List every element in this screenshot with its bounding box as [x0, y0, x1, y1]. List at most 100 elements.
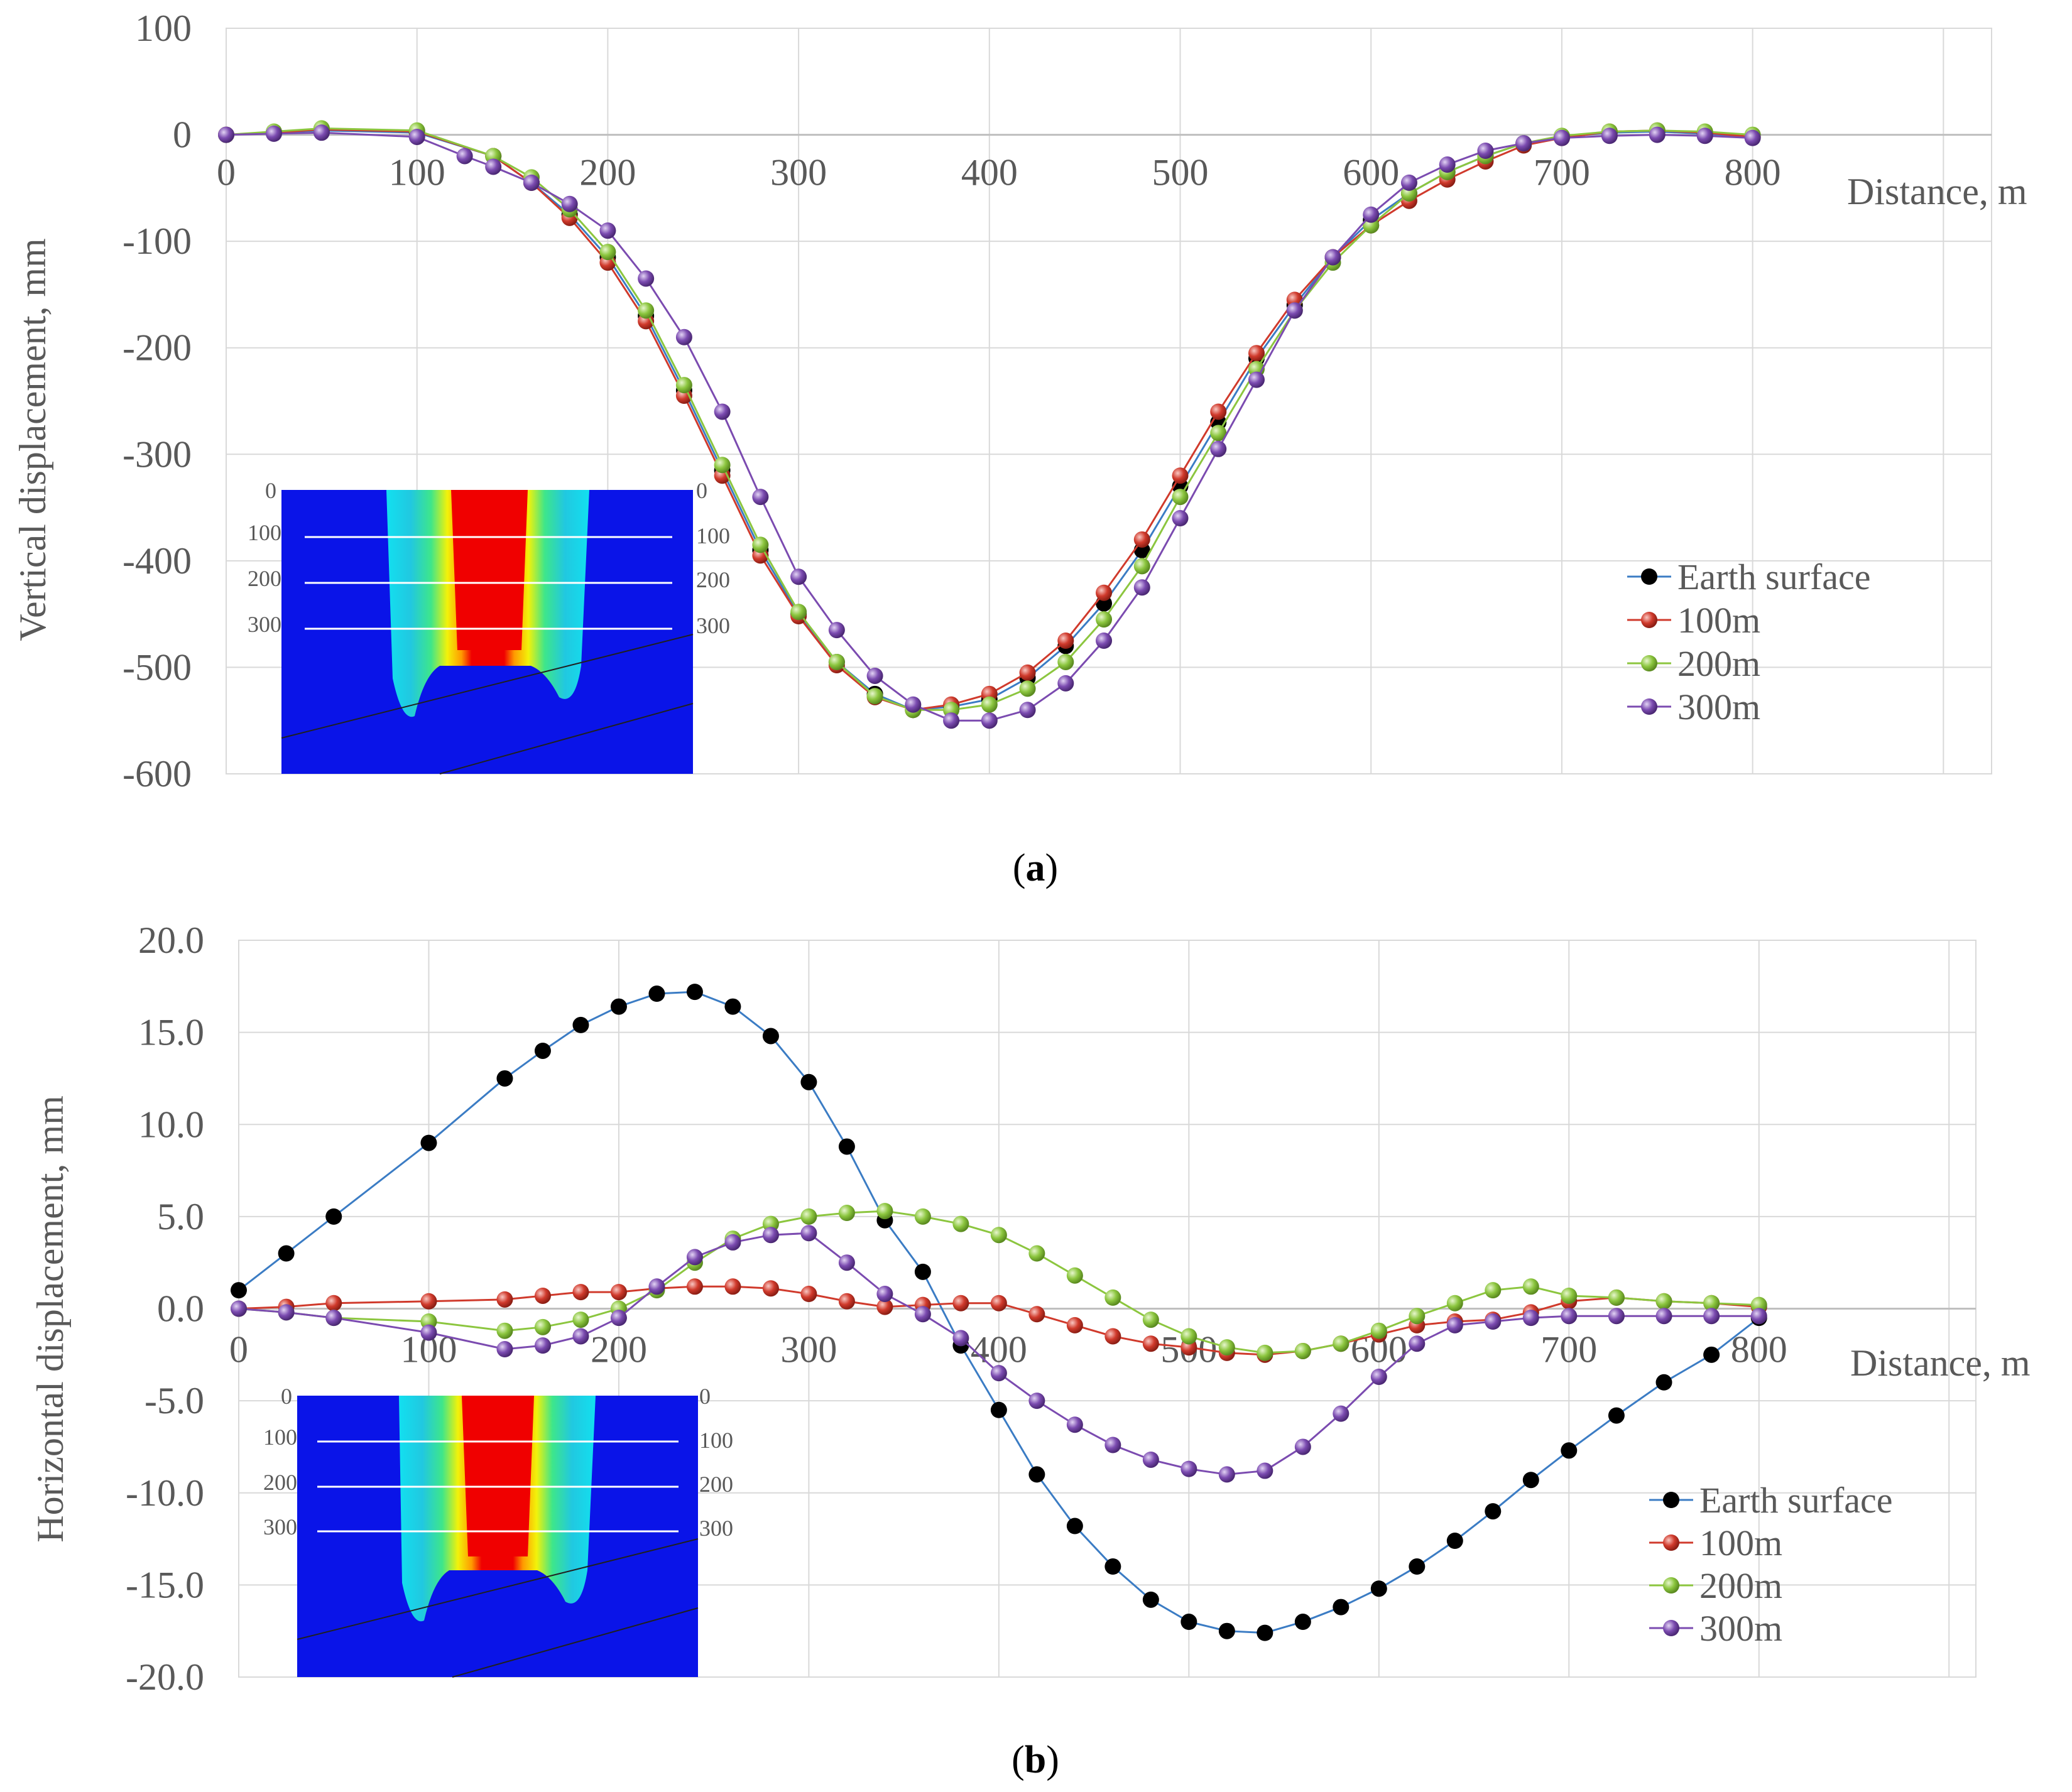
data-point — [496, 1070, 513, 1087]
data-point — [1608, 1289, 1625, 1306]
legend-label: Earth surface — [1699, 1480, 1893, 1521]
data-point — [325, 1208, 342, 1225]
data-point — [1172, 510, 1189, 527]
data-point — [1561, 1287, 1578, 1304]
data-point — [800, 1208, 817, 1225]
data-point — [1409, 1308, 1426, 1325]
data-point — [990, 1365, 1007, 1382]
data-point — [420, 1293, 437, 1310]
x-tick-labels: 0 100 200 300 400 500 600 700 800 — [229, 1329, 1787, 1371]
data-point — [1180, 1614, 1197, 1631]
data-point — [762, 1028, 779, 1045]
y-tick-label: 100 — [135, 8, 192, 49]
data-point — [1066, 1267, 1083, 1284]
inset-contour-image: 0 100 200 300 0 100 200 300 — [263, 1384, 733, 1678]
panel-label-b: (b) — [1011, 1739, 1059, 1781]
data-point — [1655, 1293, 1672, 1310]
data-point — [610, 1284, 627, 1301]
data-point — [1608, 1308, 1625, 1325]
data-point — [790, 604, 807, 621]
data-point — [1363, 206, 1380, 223]
data-point — [1446, 1295, 1463, 1311]
legend-item: 100m — [1649, 1523, 1782, 1563]
data-point — [905, 696, 922, 713]
y-tick-label: -300 — [123, 433, 192, 475]
data-point — [1485, 1282, 1502, 1299]
data-point — [599, 222, 616, 239]
data-point — [724, 998, 741, 1015]
data-point — [218, 126, 234, 143]
data-point — [1210, 440, 1227, 457]
data-point — [1696, 128, 1713, 144]
data-point — [752, 536, 769, 553]
data-point — [714, 403, 731, 420]
data-point — [876, 1298, 893, 1315]
data-point — [686, 984, 703, 1001]
data-point — [1744, 129, 1761, 146]
data-point — [838, 1138, 855, 1155]
data-point — [790, 568, 807, 585]
data-point — [325, 1310, 342, 1327]
data-point — [1485, 1313, 1502, 1330]
data-point — [231, 1282, 247, 1299]
data-point — [456, 148, 473, 165]
data-point — [231, 1300, 247, 1317]
data-point — [561, 195, 578, 212]
y-tick-label: 0 — [173, 114, 192, 156]
data-point — [1218, 1466, 1235, 1483]
data-point — [1703, 1346, 1720, 1363]
data-point — [1019, 680, 1036, 697]
data-point — [990, 1401, 1007, 1418]
x-tick-label: 200 — [591, 1329, 647, 1371]
data-point — [1172, 489, 1189, 506]
data-point — [610, 1310, 627, 1327]
series-layer — [231, 984, 1767, 1641]
data-point — [638, 270, 655, 287]
y-tick-labels: 100 0 -100 -200 -300 -400 -500 -600 — [123, 8, 192, 795]
data-point — [534, 1337, 551, 1354]
data-point — [572, 1328, 589, 1345]
data-point — [1096, 633, 1113, 649]
data-point — [914, 1306, 931, 1323]
series-layer — [218, 120, 1761, 729]
data-point — [943, 712, 960, 729]
data-point — [1019, 702, 1036, 719]
data-point — [1218, 1622, 1235, 1639]
data-point — [1057, 653, 1074, 670]
y-tick-label: 15.0 — [138, 1012, 204, 1053]
data-point — [762, 1280, 779, 1297]
x-tick-label: 100 — [389, 152, 445, 193]
inset-depth-label: 200 — [699, 1472, 733, 1497]
data-point — [1104, 1289, 1121, 1306]
x-tick-label: 600 — [1343, 152, 1399, 193]
data-point — [1655, 1308, 1672, 1325]
data-point — [485, 158, 502, 175]
x-tick-label: 700 — [1534, 152, 1590, 193]
inset-depth-label: 0 — [699, 1384, 711, 1409]
data-point — [496, 1291, 513, 1308]
data-point — [1608, 1407, 1625, 1424]
y-tick-label: -20.0 — [126, 1656, 204, 1698]
data-point — [1294, 1438, 1311, 1455]
y-tick-label: -400 — [123, 540, 192, 582]
data-point — [1257, 1624, 1273, 1641]
inset-depth-label: 200 — [696, 567, 730, 592]
legend-item: 300m — [1649, 1608, 1782, 1649]
data-point — [1655, 1374, 1672, 1391]
data-point — [1210, 403, 1227, 420]
data-point — [1066, 1416, 1083, 1433]
data-point — [981, 712, 998, 729]
data-point — [1553, 129, 1570, 146]
data-point — [1172, 467, 1189, 484]
data-point — [1028, 1393, 1045, 1409]
legend: Earth surface 100m 200m 300m — [1627, 557, 1871, 727]
data-point — [1180, 1460, 1197, 1477]
data-point — [714, 457, 731, 474]
legend-label: 100m — [1677, 600, 1760, 641]
y-axis-title: Horizontal displacement, mm — [30, 1095, 71, 1542]
data-point — [1028, 1245, 1045, 1262]
data-point — [313, 124, 330, 141]
x-tick-label: 800 — [1731, 1329, 1787, 1371]
data-point — [914, 1263, 931, 1280]
